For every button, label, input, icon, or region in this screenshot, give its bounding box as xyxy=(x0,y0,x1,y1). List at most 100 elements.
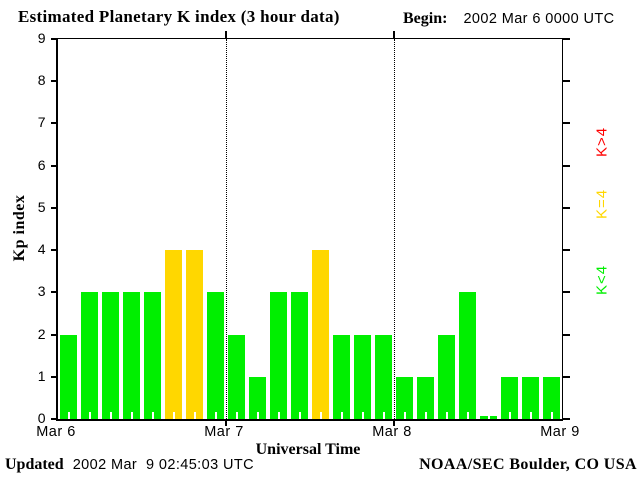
kp-bar xyxy=(375,334,392,419)
kp-bar xyxy=(144,292,161,419)
hour-tick-notch xyxy=(130,412,133,419)
kp-bar xyxy=(438,334,455,419)
hour-tick-notch xyxy=(319,412,322,419)
kp-bar xyxy=(228,334,245,419)
begin-label: Begin: xyxy=(403,10,448,27)
hour-tick-notch xyxy=(529,412,532,419)
hour-tick-notch xyxy=(193,412,196,419)
day-boundary-dotted-line xyxy=(226,39,227,419)
y-axis-tick xyxy=(51,333,58,336)
hour-tick-notch xyxy=(550,412,553,419)
y-tick-label: 1 xyxy=(37,367,46,384)
y-axis-tick xyxy=(563,249,570,252)
legend-k-lt-4: K<4 xyxy=(593,264,611,296)
y-axis-tick xyxy=(51,375,58,378)
kp-bar xyxy=(165,250,182,419)
begin-value: 2002 Mar 6 0000 UTC xyxy=(463,11,615,27)
y-tick-label: 5 xyxy=(37,198,46,215)
day-tick xyxy=(393,31,395,39)
updated-row: Updated 2002 Mar 9 02:45:03 UTC xyxy=(5,456,254,474)
kp-bar xyxy=(186,250,203,419)
hour-tick-notch xyxy=(109,412,112,419)
legend-k-eq-4: K=4 xyxy=(593,188,611,220)
hour-tick-notch xyxy=(340,412,343,419)
y-tick-label: 8 xyxy=(37,72,46,89)
kp-bar xyxy=(501,376,518,419)
kp-bar xyxy=(270,292,287,419)
legend-k-gt-4: K>4 xyxy=(593,126,611,158)
hour-tick-notch xyxy=(214,412,217,419)
y-axis-tick xyxy=(563,80,570,83)
y-tick-label: 0 xyxy=(37,410,46,426)
x-day-label: Mar 6 xyxy=(36,424,76,440)
hour-tick-notch xyxy=(445,412,448,419)
y-axis-tick xyxy=(563,206,570,209)
day-tick xyxy=(393,420,395,426)
kp-bar xyxy=(333,334,350,419)
credit-text: NOAA/SEC Boulder, CO USA xyxy=(419,456,637,473)
y-axis-tick xyxy=(563,418,570,420)
hour-tick-notch xyxy=(151,412,154,419)
y-axis-tick xyxy=(563,291,570,294)
kp-bar xyxy=(543,376,560,419)
begin-row: Begin: 2002 Mar 6 0000 UTC xyxy=(403,10,615,28)
kp-bar xyxy=(291,292,308,419)
y-axis-tick xyxy=(51,206,58,209)
kp-bar xyxy=(459,292,476,419)
kp-bar xyxy=(207,292,224,419)
y-axis-tick xyxy=(51,164,58,167)
x-day-label: Mar 9 xyxy=(540,424,580,440)
y-axis-tick xyxy=(51,418,58,420)
hour-tick-notch xyxy=(277,412,280,419)
hour-tick-notch xyxy=(88,412,91,419)
kp-bar xyxy=(60,334,77,419)
y-tick-label: 9 xyxy=(37,30,46,46)
kp-bar xyxy=(249,376,266,419)
kp-bar xyxy=(480,416,497,419)
y-axis-tick xyxy=(563,122,570,125)
kp-bar xyxy=(417,376,434,419)
day-tick xyxy=(225,31,227,39)
hour-tick-notch xyxy=(508,412,511,419)
y-axis-tick xyxy=(563,375,570,378)
hour-tick-notch xyxy=(298,412,301,419)
hour-tick-notch xyxy=(403,412,406,419)
y-axis-tick xyxy=(51,249,58,252)
y-axis-tick xyxy=(51,122,58,125)
kp-bar xyxy=(396,376,413,419)
y-axis-tick xyxy=(563,164,570,167)
kp-bar xyxy=(81,292,98,419)
y-tick-label: 7 xyxy=(37,114,46,131)
y-tick-label: 4 xyxy=(37,241,46,258)
updated-label: Updated xyxy=(5,456,64,473)
y-axis-tick xyxy=(51,38,58,40)
updated-timestamp: 2002 Mar 9 02:45:03 UTC xyxy=(72,457,254,473)
y-tick-label: 2 xyxy=(37,325,46,342)
day-boundary-dotted-line xyxy=(394,39,395,419)
y-axis-tick xyxy=(51,80,58,83)
kp-bar xyxy=(354,334,371,419)
y-tick-label: 6 xyxy=(37,156,46,173)
plot-area: 0 1 2 3 4 5 6 7 8 9 xyxy=(38,30,570,426)
hour-tick-notch xyxy=(424,412,427,419)
chart-title: Estimated Planetary K index (3 hour data… xyxy=(18,7,340,26)
x-axis-title: Universal Time xyxy=(255,441,361,458)
hour-tick-notch xyxy=(67,412,70,419)
y-axis-tick xyxy=(563,333,570,336)
y-axis-tick xyxy=(563,38,570,40)
day-tick xyxy=(225,420,227,426)
x-day-label: Mar 8 xyxy=(372,424,412,440)
y-tick-label: 3 xyxy=(37,283,46,300)
x-day-label: Mar 7 xyxy=(204,424,244,440)
kp-bar xyxy=(522,376,539,419)
hour-tick-notch xyxy=(382,412,385,419)
kp-bar xyxy=(123,292,140,419)
kp-bar xyxy=(312,250,329,419)
hour-tick-notch xyxy=(466,412,469,419)
y-axis-tick xyxy=(51,291,58,294)
hour-tick-notch xyxy=(172,412,175,419)
hour-tick-notch xyxy=(487,416,490,419)
kp-bar xyxy=(102,292,119,419)
hour-tick-notch xyxy=(256,412,259,419)
